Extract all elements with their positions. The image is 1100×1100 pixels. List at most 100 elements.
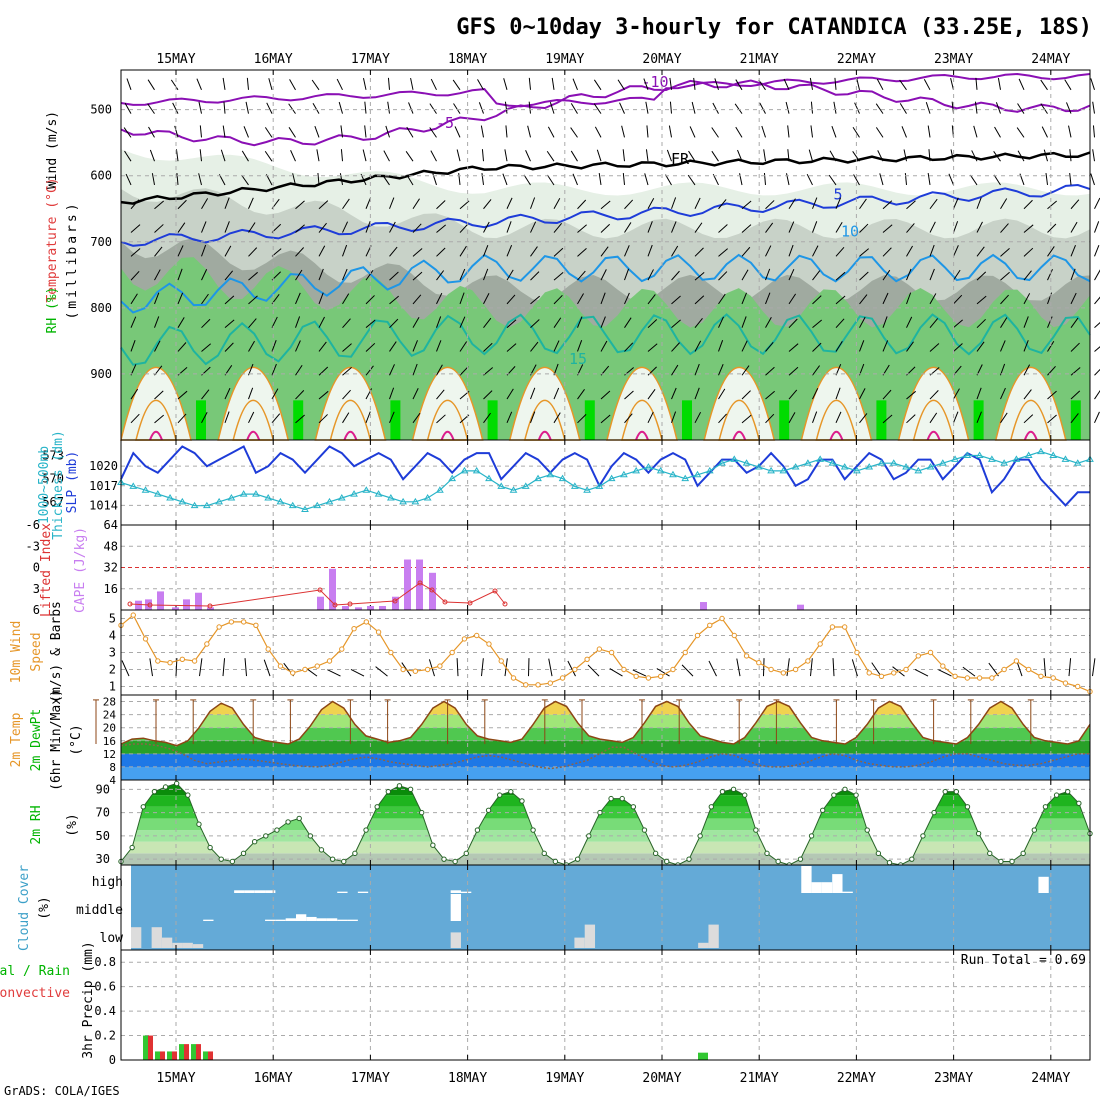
cloud-cell-low (182, 942, 193, 948)
precip-convective-bar (160, 1051, 165, 1060)
rh-marker (318, 847, 325, 853)
li-marker (417, 580, 423, 586)
wind-barb (1043, 658, 1046, 677)
wind-barb (948, 173, 954, 186)
wind-speed-line (120, 614, 1091, 693)
wind-barb (786, 658, 790, 677)
date-label-bottom: 22MAY (837, 1071, 876, 1086)
wind-barb (708, 660, 717, 677)
wind-barb (248, 363, 254, 376)
wind-speed-marker (572, 666, 578, 673)
wind-barb (201, 411, 208, 424)
wind-speed-marker (1001, 666, 1007, 673)
surface-hot-core (829, 430, 844, 441)
label-cape: CAPE (J/kg) (73, 527, 88, 613)
wind-barb (506, 269, 514, 281)
date-label-top: 24MAY (1031, 52, 1070, 67)
wind-barb (481, 149, 484, 162)
li-marker (147, 602, 153, 608)
wind-barb (480, 125, 484, 138)
wind-barb (741, 200, 752, 210)
wind-barb (718, 413, 727, 424)
wind-barb (808, 149, 813, 162)
rh-marker (953, 788, 960, 795)
rh-marker (485, 807, 492, 813)
wind-barb (765, 200, 775, 210)
rh-marker (229, 858, 236, 865)
wind-barb (295, 340, 301, 352)
wind-barb (201, 343, 212, 352)
thickness-marker (411, 497, 420, 505)
wind-barb (288, 127, 296, 138)
rh-marker (942, 788, 948, 795)
date-label-bottom: 21MAY (740, 1071, 779, 1086)
wind-barb (177, 413, 187, 424)
wind-barb (1000, 387, 1006, 400)
thickness-marker (840, 463, 849, 470)
wind-barb (668, 125, 672, 138)
thickness-marker (202, 501, 211, 509)
wind-barb (318, 268, 324, 281)
y-tick-label: 20 (103, 722, 116, 735)
thickness-marker (1037, 447, 1045, 455)
thickness-marker (313, 501, 322, 509)
surface-warm-lobe (703, 366, 776, 441)
label-wind10-b: Speed (29, 632, 44, 671)
wind-barb (154, 316, 160, 328)
wind-barb (812, 411, 818, 423)
wind-barb (1064, 79, 1072, 91)
surface-warm-lobe-inner (135, 399, 177, 441)
wind-barb (456, 149, 461, 162)
wind-barb (546, 174, 555, 186)
y-tick-label-left: -6 (26, 518, 40, 532)
wind-barb (906, 414, 916, 424)
wind-barb (632, 669, 647, 677)
wind-barb (436, 364, 443, 376)
wind-barb (412, 294, 422, 305)
thickness-marker (607, 474, 616, 482)
wind-barb (788, 221, 795, 233)
thickness-marker (374, 490, 383, 497)
wind-barb (224, 411, 230, 423)
wind-barb (224, 387, 231, 400)
wind-barb (547, 126, 555, 138)
date-label-top: 20MAY (642, 52, 681, 67)
date-label-bottom: 24MAY (1031, 1071, 1070, 1086)
rh-marker (285, 819, 291, 825)
wind-barb (929, 221, 936, 233)
wind-speed-marker (719, 615, 725, 622)
wind-speed-marker (1025, 666, 1032, 673)
wind-barb (148, 126, 155, 138)
y-tick-label-left: 3 (33, 582, 40, 596)
rh-marker (808, 833, 815, 839)
cape-bar (379, 606, 386, 610)
wind-barb (553, 412, 561, 424)
wind-speed-marker (363, 619, 370, 625)
y-tick-label: 0.6 (94, 980, 116, 994)
wind-barb (624, 245, 630, 257)
rh-marker (274, 827, 280, 833)
wind-barb (1094, 389, 1100, 400)
wind-barb (835, 318, 845, 329)
y-tick-label-left: -3 (26, 539, 40, 553)
wind-barb (412, 412, 421, 424)
date-label-top: 18MAY (448, 52, 487, 67)
wind-barb (506, 411, 513, 424)
wind-barb (621, 125, 625, 138)
wind-barb (481, 658, 484, 677)
y-tick-label-right: 1020 (89, 459, 118, 473)
wind-barb (170, 79, 179, 91)
wind-barb (928, 149, 931, 162)
thickness-marker (767, 466, 775, 474)
wind-barb (787, 149, 790, 162)
cloud-cell-middle (347, 919, 358, 921)
thickness-marker (497, 482, 506, 489)
wind-speed-marker (817, 641, 823, 647)
date-label-top: 15MAY (156, 52, 195, 67)
wind-barb (1017, 150, 1025, 162)
cloud-cell-high (821, 882, 833, 893)
rh-marker (597, 809, 603, 816)
wind-barb (528, 101, 531, 114)
label-thickness: 1000~500mb (37, 446, 52, 524)
cloud-cell-high (460, 891, 472, 893)
